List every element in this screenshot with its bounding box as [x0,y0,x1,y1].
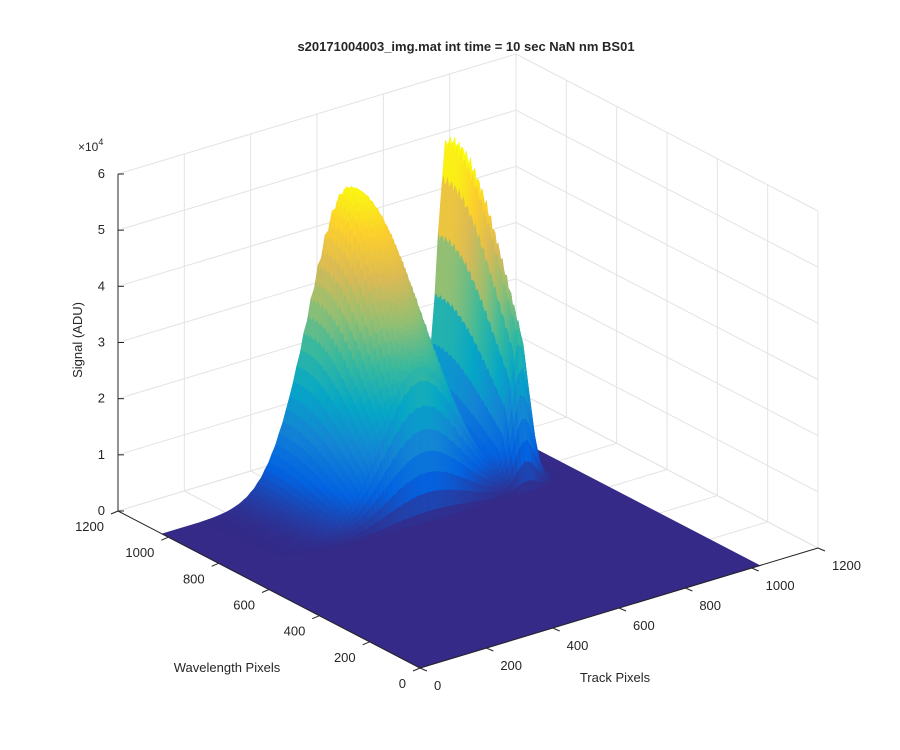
x-tick-label: 0 [434,678,441,693]
side-wall-grid-line-z [515,165,819,324]
x-tick-label: 400 [567,638,589,653]
chart-title: s20171004003_img.mat int time = 10 sec N… [297,39,634,54]
side-wall-grid-line-z [515,278,819,437]
z-tick-label: 6 [98,166,105,181]
y-tick-label: 200 [334,650,356,665]
x-tick-label: 800 [699,598,721,613]
x-tick-label: 200 [500,658,522,673]
x-tick-label: 600 [633,618,655,633]
surface-patch [233,537,241,541]
side-wall-grid-line-z [515,109,819,268]
z-tick-label: 0 [98,503,105,518]
z-exponent-base: ×10 [78,140,99,154]
z-tick-label: 4 [98,278,105,293]
x-tick-label: 1000 [766,578,795,593]
y-tick-label: 800 [183,571,205,586]
back-wall-grid-line-z [117,109,517,231]
side-wall-grid-line-z [515,334,819,493]
side-wall-grid-line-z [515,53,819,212]
back-wall-grid-line-z [117,53,517,175]
y-tick-label: 1000 [125,545,154,560]
x-axis-label: Track Pixels [580,670,651,685]
surface [160,136,761,669]
side-wall-grid-line-z [515,222,819,380]
side-wall-grid-line-z [515,390,819,549]
y-tick-label: 400 [284,624,306,639]
y-tick-label: 1200 [75,519,104,534]
z-tick-label: 5 [98,222,105,237]
z-tick-label: 2 [98,391,105,406]
z-tick-label: 3 [98,335,105,350]
y-tick-label: 600 [233,598,255,613]
y-tick-label: 0 [399,676,406,691]
y-axis-label: Wavelength Pixels [174,660,281,675]
z-exponent-power: 4 [98,137,103,147]
x-tick-label: 1200 [832,558,861,573]
z-axis-label: Signal (ADU) [70,302,85,378]
z-tick-label: 1 [98,447,105,462]
